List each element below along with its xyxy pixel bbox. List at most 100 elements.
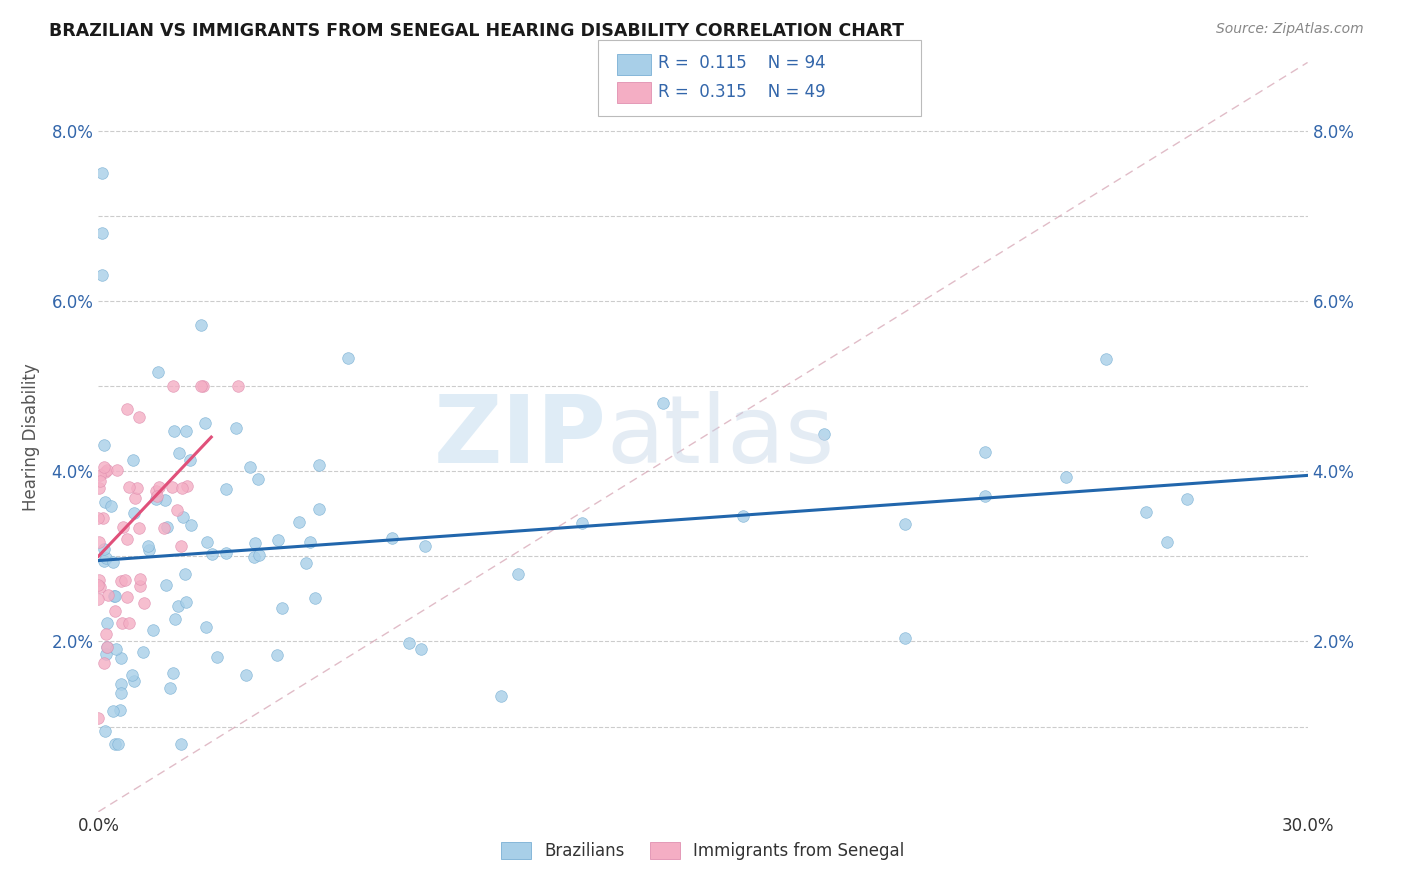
Point <box>1156 534 1178 549</box>
Point <box>87 481 110 495</box>
Point <box>87 711 110 725</box>
Point <box>166 599 188 613</box>
Point <box>114 573 136 587</box>
Point <box>89 580 111 594</box>
Point <box>304 591 326 606</box>
Point <box>239 460 262 475</box>
Point <box>89 474 111 488</box>
Point <box>166 503 188 517</box>
Point <box>179 453 201 467</box>
Point <box>96 640 118 654</box>
Point <box>974 489 997 503</box>
Point <box>974 445 997 459</box>
Point <box>205 650 228 665</box>
Point <box>733 509 755 524</box>
Point <box>1175 492 1198 507</box>
Point <box>813 426 835 441</box>
Point <box>122 673 145 688</box>
Point <box>121 668 143 682</box>
Point <box>146 365 169 379</box>
Point <box>103 589 125 603</box>
Point <box>96 616 118 631</box>
Point <box>96 640 118 654</box>
Point <box>104 737 127 751</box>
Point <box>101 555 124 569</box>
Point <box>112 520 135 534</box>
Point <box>124 491 146 505</box>
Point <box>96 463 118 477</box>
Point <box>87 573 110 587</box>
Point <box>110 685 132 699</box>
Point <box>247 472 270 486</box>
Point <box>174 595 197 609</box>
Point <box>195 620 218 634</box>
Point <box>115 402 138 417</box>
Point <box>1095 352 1118 367</box>
Point <box>108 702 131 716</box>
Point <box>201 548 224 562</box>
Point <box>1135 505 1157 519</box>
Point <box>91 268 114 283</box>
Point <box>409 641 432 656</box>
Point <box>94 627 117 641</box>
Point <box>235 667 257 681</box>
Point <box>136 539 159 553</box>
Point <box>162 665 184 680</box>
Point <box>163 612 186 626</box>
Point <box>93 459 115 474</box>
Point <box>190 379 212 393</box>
Point <box>226 379 249 393</box>
Point <box>1054 470 1077 484</box>
Point <box>128 410 150 425</box>
Point <box>247 548 270 562</box>
Point <box>118 480 141 494</box>
Point <box>163 424 186 438</box>
Point <box>308 458 330 473</box>
Point <box>104 604 127 618</box>
Point <box>173 567 195 582</box>
Point <box>146 489 169 503</box>
Point <box>153 492 176 507</box>
Point <box>122 453 145 467</box>
Point <box>94 724 117 739</box>
Point <box>893 517 915 532</box>
Point <box>129 572 152 586</box>
Point <box>100 500 122 514</box>
Point <box>87 535 110 549</box>
Point <box>491 689 513 703</box>
Point <box>172 481 194 495</box>
Point <box>97 588 120 602</box>
Point <box>506 566 529 581</box>
Point <box>413 539 436 553</box>
Point <box>87 591 110 606</box>
Point <box>94 647 117 661</box>
Point <box>162 379 184 393</box>
Text: R =  0.115    N = 94: R = 0.115 N = 94 <box>658 54 825 72</box>
Point <box>122 506 145 520</box>
Point <box>94 550 117 565</box>
Point <box>104 589 127 603</box>
Point <box>132 645 155 659</box>
Point <box>111 615 134 630</box>
Point <box>91 511 114 525</box>
Point <box>91 166 114 180</box>
Point <box>101 705 124 719</box>
Text: ZIP: ZIP <box>433 391 606 483</box>
Point <box>398 636 420 650</box>
Point <box>267 533 290 548</box>
Point <box>110 574 132 589</box>
Point <box>118 615 141 630</box>
Point <box>172 509 194 524</box>
Point <box>153 520 176 534</box>
Point <box>243 550 266 565</box>
Point <box>156 520 179 534</box>
Text: Source: ZipAtlas.com: Source: ZipAtlas.com <box>1216 22 1364 37</box>
Point <box>125 481 148 495</box>
Text: BRAZILIAN VS IMMIGRANTS FROM SENEGAL HEARING DISABILITY CORRELATION CHART: BRAZILIAN VS IMMIGRANTS FROM SENEGAL HEA… <box>49 22 904 40</box>
Point <box>215 546 238 560</box>
Point <box>169 539 191 553</box>
Point <box>145 484 167 499</box>
Point <box>195 535 218 549</box>
Point <box>87 578 110 592</box>
Point <box>193 379 215 393</box>
